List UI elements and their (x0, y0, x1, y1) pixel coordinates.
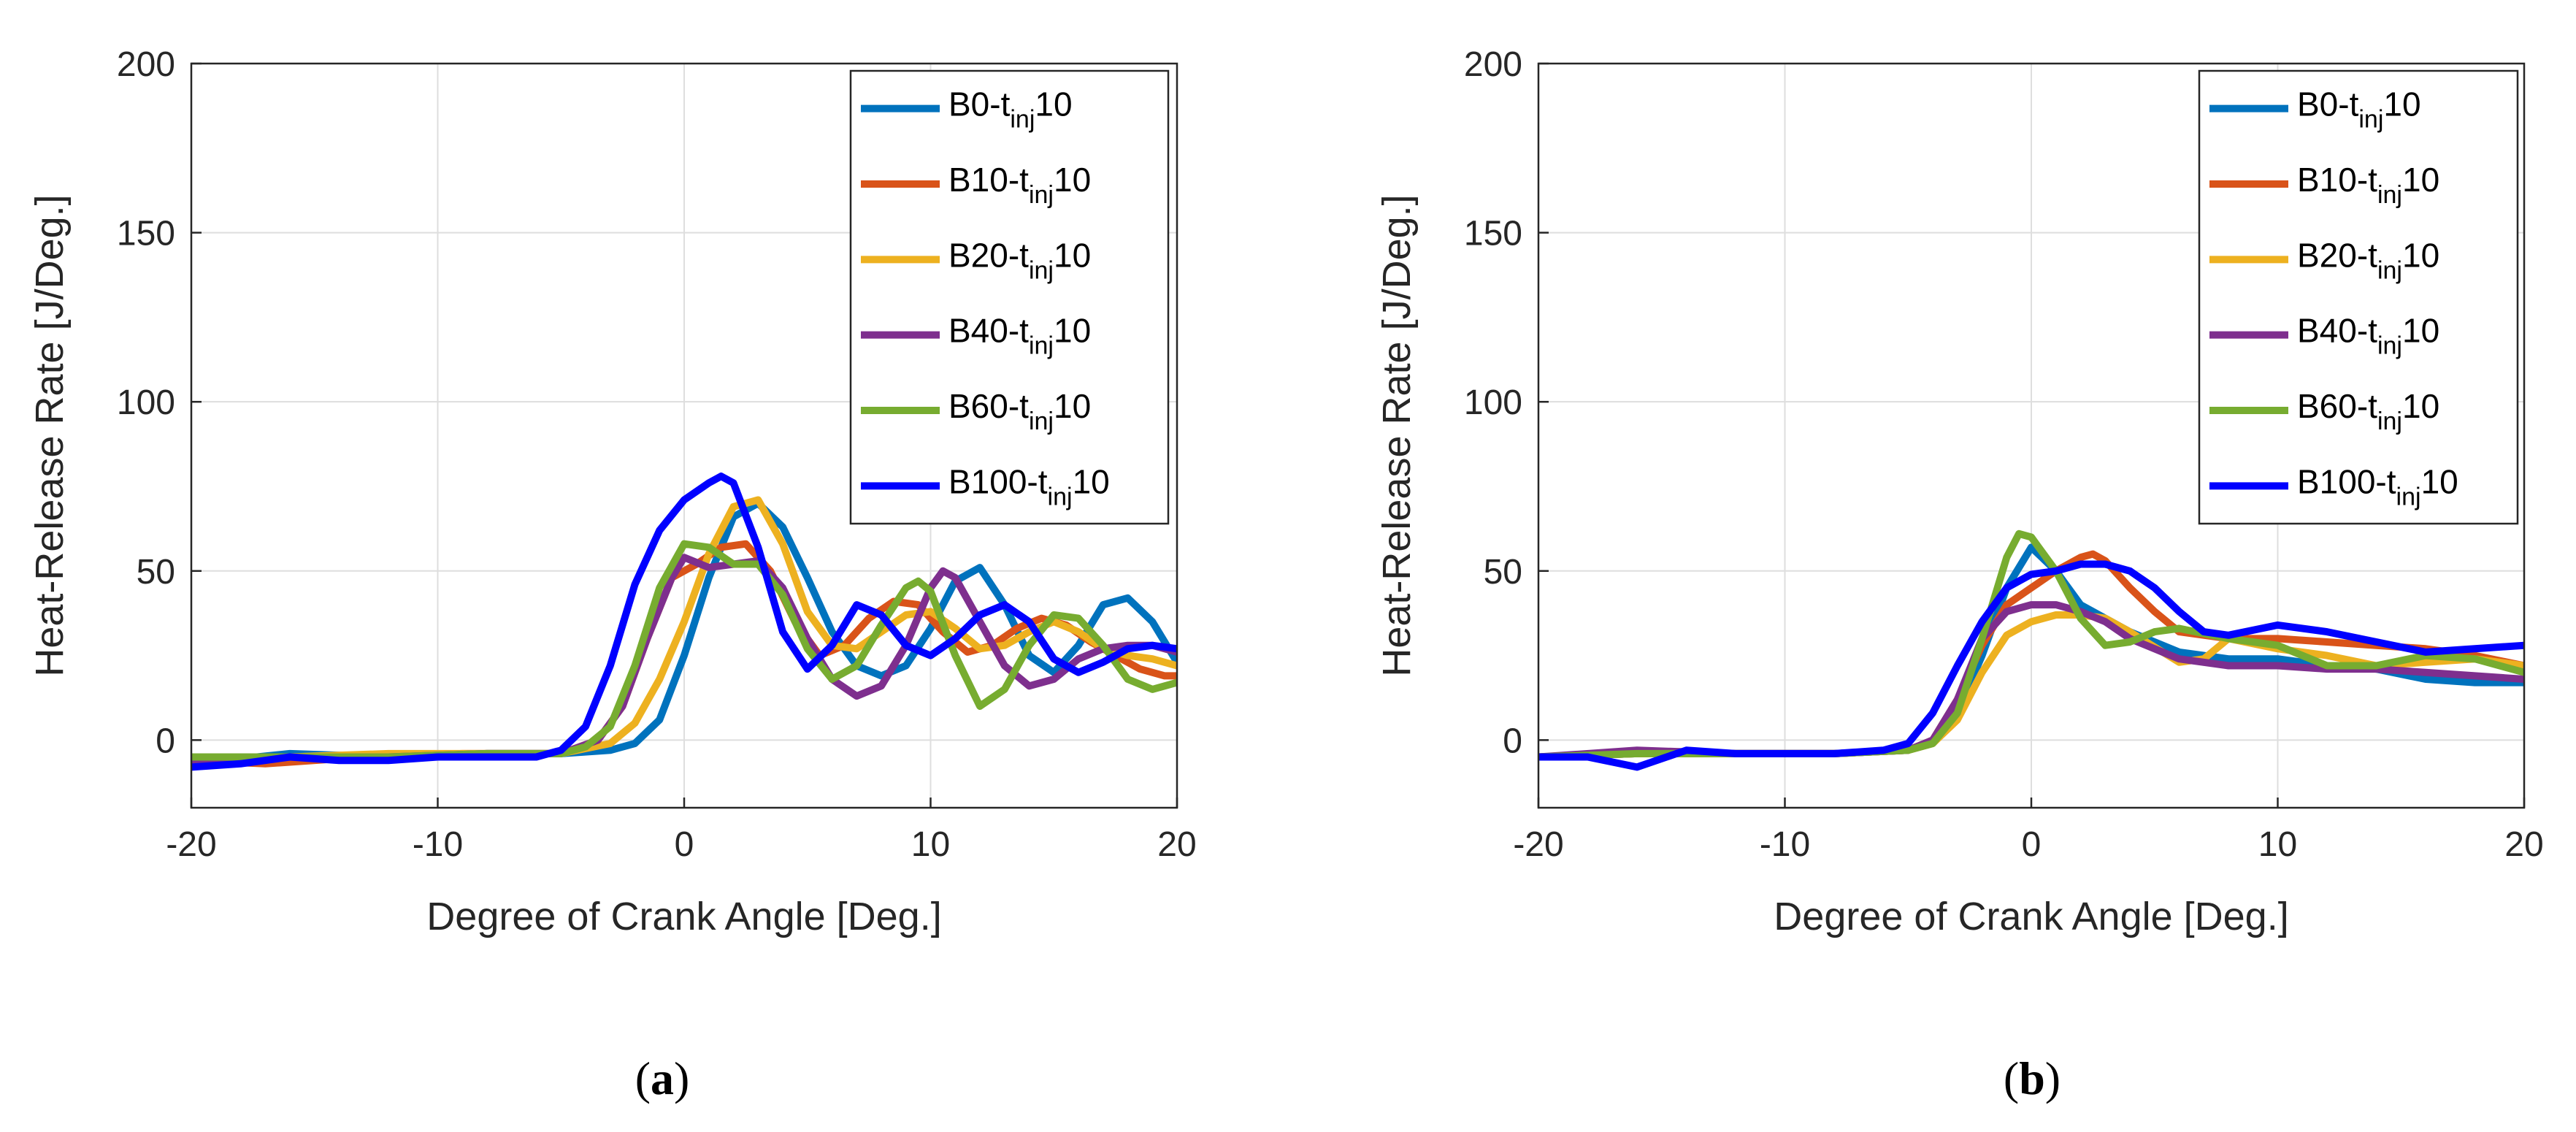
panel-b-series (1538, 529, 2524, 771)
panel-b-y-tick-label: 50 (1484, 553, 1522, 592)
panel-b-legend-box (2198, 69, 2519, 525)
panel-b-legend-label: B100-tinj10 (2297, 462, 2458, 510)
panel-b-series-b60-tinj10 (1538, 529, 2524, 761)
panel-a-y-tick-label: 100 (117, 383, 175, 422)
panel-a-y-tick-label: 0 (156, 722, 175, 760)
panel-b-caption: (b) (2004, 1052, 2061, 1104)
panel-a-legend-label: B10-tinj10 (948, 161, 1091, 209)
panel-a-y-tick-label: 50 (137, 553, 175, 592)
panel-b-legend-label: B60-tinj10 (2297, 387, 2439, 435)
panel-b-y-axis-title: Heat-Release Rate [J/Deg.] (1375, 194, 1419, 676)
panel-b-x-tick-label: 20 (2504, 825, 2543, 864)
panel-b-y-tick-label: 150 (1464, 215, 1522, 253)
panel-b-legend: B0-tinj10 B10-tinj10 B20-tinj10 B40-tinj10 B… (2198, 69, 2519, 525)
panel-a-y-tick-label: 200 (117, 45, 175, 84)
panel-b-x-tick-label: 10 (2258, 825, 2297, 864)
panel-a-legend: B0-tinj10 B10-tinj10 B20-tinj10 B40-tinj10 B… (849, 69, 1170, 525)
panel-a-legend-label: B0-tinj10 (948, 85, 1073, 134)
panel-b-x-tick-label: -10 (1760, 825, 1810, 864)
panel-b-legend-label: B40-tinj10 (2297, 312, 2439, 360)
panel-b-x-tick-label: 0 (2022, 825, 2042, 864)
panel-a-legend-label: B60-tinj10 (948, 387, 1091, 435)
panel-a-x-tick-label: -10 (413, 825, 463, 864)
panel-b-y-tick-label: 100 (1464, 383, 1522, 422)
panel-a-x-tick-label: 0 (675, 825, 694, 864)
panel-b-legend-label: B20-tinj10 (2297, 236, 2439, 284)
panel-a-x-tick-label: 10 (911, 825, 950, 864)
panel-a-legend-label: B100-tinj10 (948, 462, 1110, 510)
panel-a-legend-label: B40-tinj10 (948, 312, 1091, 360)
panel-a-caption: (a) (635, 1052, 690, 1104)
panel-a-x-tick-label: -20 (166, 825, 216, 864)
panel-a-legend-label: B20-tinj10 (948, 236, 1091, 284)
panel-a-x-tick-label: 20 (1157, 825, 1196, 864)
panel-b-legend-label: B0-tinj10 (2297, 85, 2421, 134)
panel-b-x-axis-title: Degree of Crank Angle [Deg.] (1774, 895, 2288, 938)
panel-a-series (191, 473, 1177, 771)
panel-a-legend-box (849, 69, 1170, 525)
panel-a-y-tick-label: 150 (117, 215, 175, 253)
panel-a-series-b100-tinj10 (191, 473, 1177, 771)
panel-a-x-axis-title: Degree of Crank Angle [Deg.] (426, 895, 941, 938)
panel-b-legend-label: B10-tinj10 (2297, 161, 2439, 209)
panel-b-x-tick-label: -20 (1513, 825, 1563, 864)
panel-b-y-tick-label: 0 (1503, 722, 1522, 760)
panel-a-series-b60-tinj10 (191, 540, 1177, 761)
panel-a-caption-letter: a (651, 1052, 674, 1104)
panel-b-y-tick-label: 200 (1464, 45, 1522, 84)
panel-a-y-axis-title: Heat-Release Rate [J/Deg.] (28, 194, 72, 676)
panel-b-series-b100-tinj10 (1538, 560, 2524, 771)
panel-b-caption-letter: b (2019, 1052, 2045, 1104)
